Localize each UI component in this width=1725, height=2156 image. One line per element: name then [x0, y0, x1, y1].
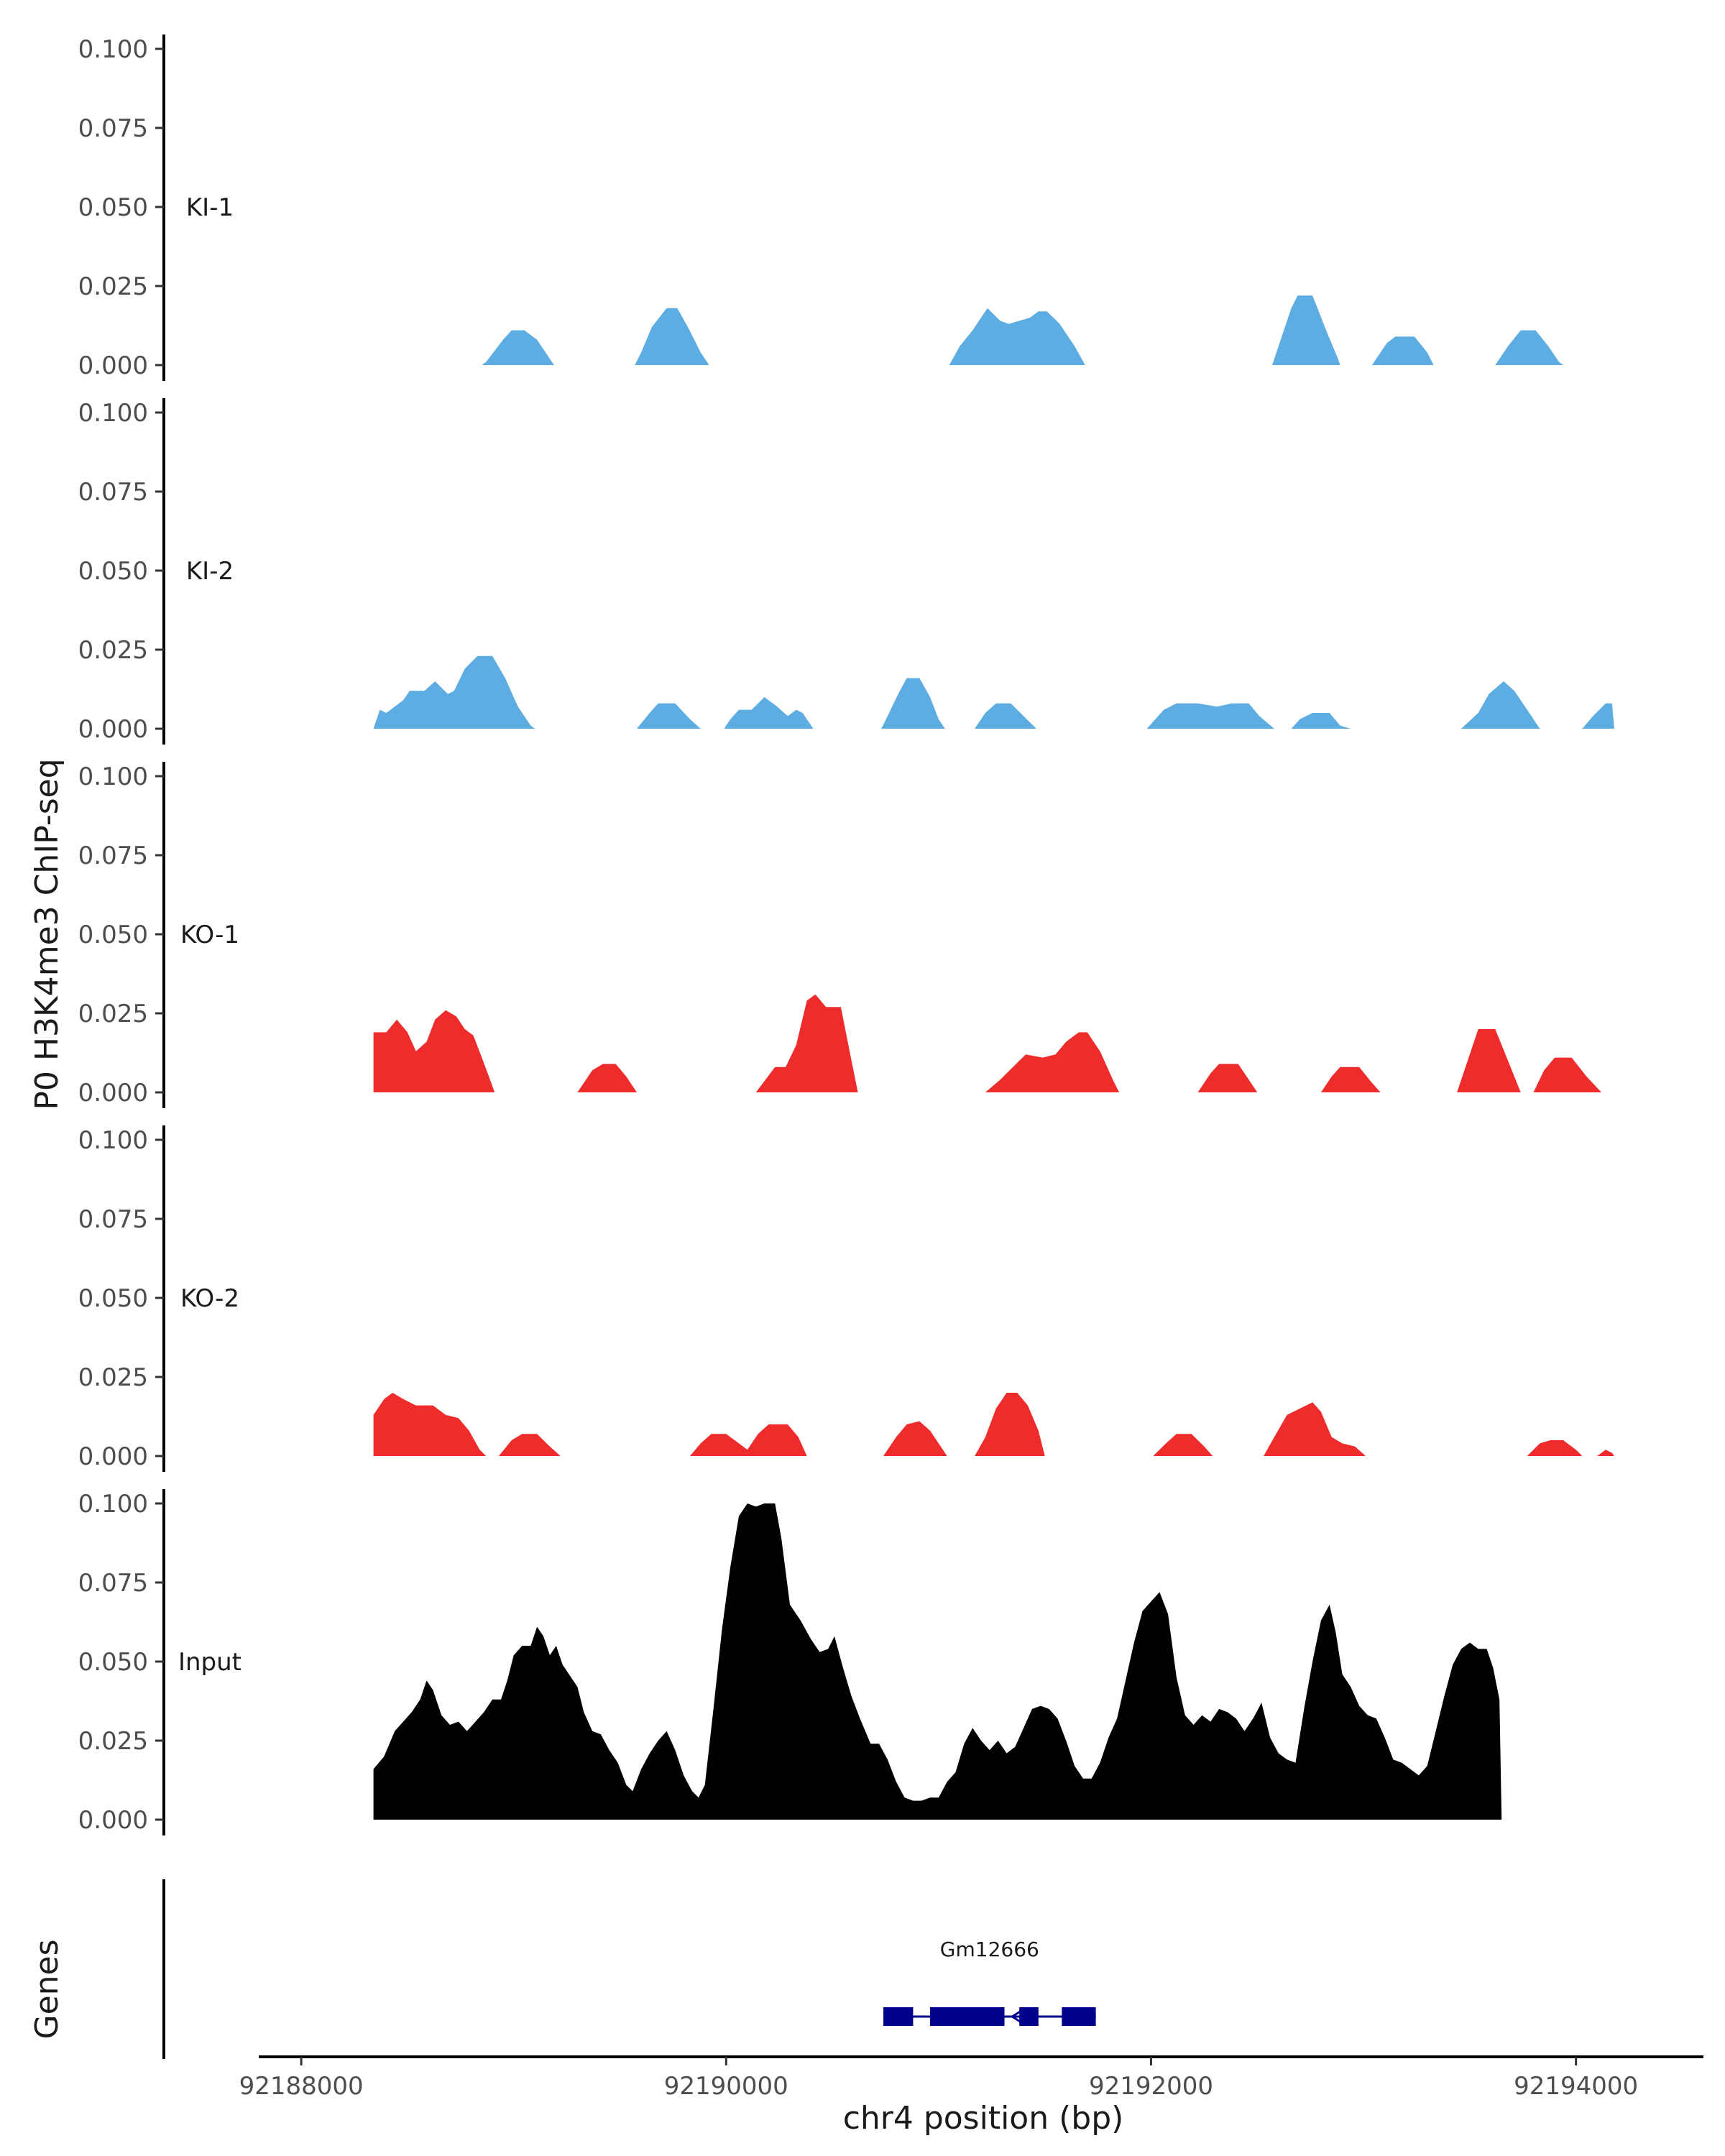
x-tick-label: 92192000: [1089, 2072, 1213, 2101]
track-label: KO-1: [180, 921, 239, 949]
y-tick-label: 0.075: [78, 478, 148, 507]
y-tick-label: 0.075: [78, 842, 148, 870]
y-tick-label: 0.025: [78, 272, 148, 301]
y-tick-label: 0.025: [78, 636, 148, 665]
track-ko-2: 0.000 0.025 0.050 0.075 0.100 KO-2: [78, 1125, 1614, 1472]
y-tick-label: 0.100: [78, 399, 148, 428]
y-tick-label: 0.000: [78, 1442, 148, 1471]
strand-arrow-icon: [1010, 2009, 1024, 2024]
y-tick-label: 0.000: [78, 1079, 148, 1107]
y-tick-label: 0.100: [78, 763, 148, 791]
signal-area-ki-1: [482, 295, 1563, 365]
track-label: KI-2: [186, 557, 234, 586]
y-tick-label: 0.000: [78, 715, 148, 744]
x-axis: 92188000 92190000 92192000 92194000: [239, 2055, 1703, 2101]
y-tick-label: 0.050: [78, 921, 148, 949]
y-tick-label: 0.025: [78, 1363, 148, 1392]
tracks-group: 0.0000.0250.0500.0750.100KI-10.0000.0250…: [78, 34, 1614, 1835]
y-tick-label: 0.000: [78, 1806, 148, 1835]
y-tick-label: 0.075: [78, 1205, 148, 1234]
y-tick-label: 0.050: [78, 193, 148, 222]
gene-name: Gm12666: [940, 1938, 1039, 1961]
signal-area-ko-2: [373, 1393, 1614, 1456]
y-tick-label: 0.075: [78, 1569, 148, 1598]
track-ki-2: 0.000 0.025 0.050 0.075 0.100 KI-2: [78, 398, 1614, 745]
y-tick-label: 0.050: [78, 1648, 148, 1677]
gene-exon: [1019, 2007, 1039, 2026]
genes-panel: Genes Gm12666: [29, 1879, 1096, 2059]
gene-exon: [883, 2007, 914, 2026]
y-tick-label: 0.025: [78, 1000, 148, 1028]
track-ki-1: 0.000 0.025 0.050 0.075 0.100 KI-1: [78, 34, 1563, 381]
x-tick-label: 92188000: [239, 2072, 364, 2101]
y-tick-label: 0.025: [78, 1727, 148, 1756]
y-tick-label: 0.100: [78, 1126, 148, 1155]
track-label: KI-1: [186, 193, 234, 222]
track-input: 0.000 0.025 0.050 0.075 0.100 Input: [78, 1489, 1502, 1835]
track-label: KO-2: [180, 1284, 239, 1313]
x-axis-title: chr4 position (bp): [843, 2100, 1124, 2137]
signal-area-ki-2: [373, 655, 1614, 729]
x-tick-label: 92190000: [664, 2072, 788, 2101]
signal-area-input: [373, 1503, 1502, 1820]
y-tick-label: 0.050: [78, 557, 148, 586]
signal-area-ko-1: [373, 994, 1602, 1092]
y-tick-label: 0.100: [78, 1490, 148, 1519]
y-axis-title: P0 H3K4me3 ChIP-seq: [29, 758, 65, 1110]
y-tick-label: 0.050: [78, 1284, 148, 1313]
track-label: Input: [178, 1648, 242, 1677]
x-tick-label: 92194000: [1514, 2072, 1638, 2101]
y-tick-label: 0.100: [78, 35, 148, 64]
gene-exon: [930, 2007, 1005, 2026]
gene-exon: [1062, 2007, 1096, 2026]
track-ko-1: 0.000 0.025 0.050 0.075 0.100 KO-1: [78, 762, 1602, 1108]
y-tick-label: 0.075: [78, 114, 148, 143]
y-tick-label: 0.000: [78, 351, 148, 380]
genes-panel-title: Genes: [29, 1939, 65, 2039]
